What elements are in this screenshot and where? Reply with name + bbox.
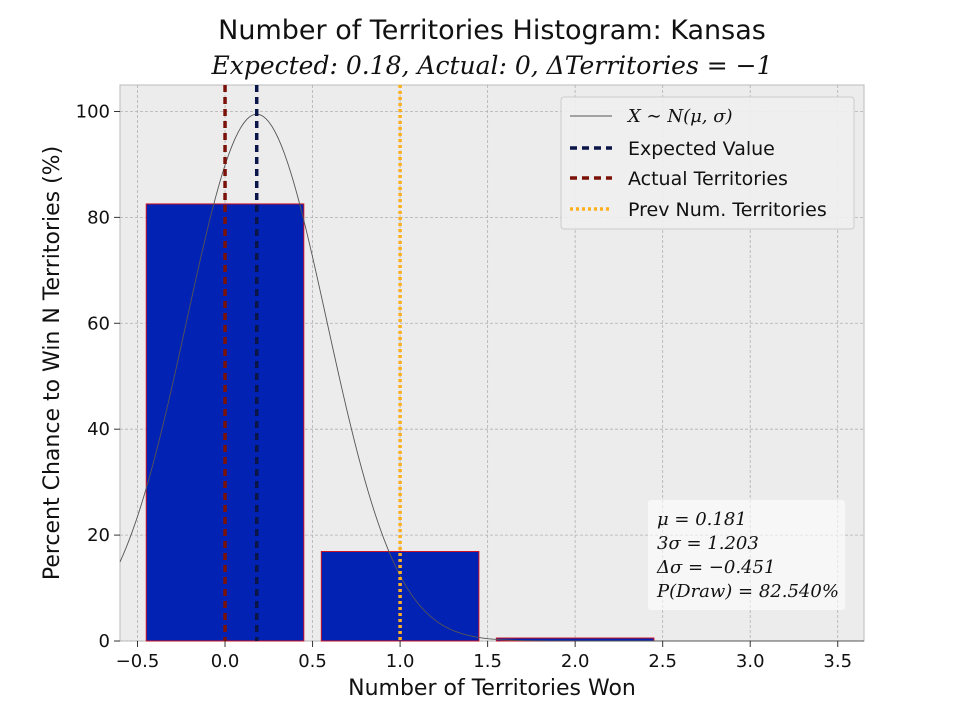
y-tick-label-2: 40: [87, 419, 110, 440]
legend-label-normal: X ∼ N(μ, σ): [626, 106, 733, 127]
stats-p-draw: P(Draw) = 82.540%: [656, 581, 839, 602]
x-tick-label-4: 1.5: [473, 651, 502, 672]
x-tick-label-1: 0.0: [211, 651, 240, 672]
x-tick-label-8: 3.5: [823, 651, 852, 672]
legend-label-actual: Actual Territories: [628, 168, 788, 190]
stats-3sigma: 3σ = 1.203: [657, 533, 759, 554]
legend: X ∼ N(μ, σ) Expected Value Actual Territ…: [560, 96, 855, 230]
x-tick-label-2: 0.5: [298, 651, 327, 672]
y-tick-label-5: 100: [76, 101, 110, 122]
stats-box: μ = 0.181 3σ = 1.203 Δσ = −0.451 P(Draw)…: [648, 500, 845, 610]
y-tick-label-0: 0: [99, 631, 110, 652]
y-axis-label: Percent Chance to Win N Territories (%): [40, 146, 65, 580]
x-axis-label: Number of Territories Won: [348, 676, 636, 701]
y-tick-label-1: 20: [87, 525, 110, 546]
x-tick-label-6: 2.5: [648, 651, 677, 672]
chart-subtitle: Expected: 0.18, Actual: 0, ΔTerritories …: [210, 51, 772, 80]
reference-lines: [223, 85, 402, 641]
x-tick-label-5: 2.0: [561, 651, 590, 672]
normal-curve: [119, 113, 864, 642]
axis-ticks: −0.5 0.0 0.5 1.0 1.5 2.0 2.5 3.0 3.5 0 20 40 60 80 100: [76, 101, 852, 672]
stats-delta-sigma: Δσ = −0.451: [656, 557, 775, 578]
legend-label-prev: Prev Num. Territories: [628, 199, 827, 221]
stats-mu: μ = 0.181: [657, 509, 747, 530]
y-tick-label-4: 80: [87, 207, 110, 228]
legend-box: [560, 96, 855, 230]
x-tick-label-0: −0.5: [116, 651, 160, 672]
chart-title: Number of Territories Histogram: Kansas: [218, 15, 766, 46]
y-tick-label-3: 60: [87, 313, 110, 334]
x-tick-label-7: 3.0: [736, 651, 765, 672]
stats-box-bg: [648, 500, 845, 610]
x-tick-label-3: 1.0: [386, 651, 415, 672]
legend-label-expected: Expected Value: [628, 138, 775, 160]
